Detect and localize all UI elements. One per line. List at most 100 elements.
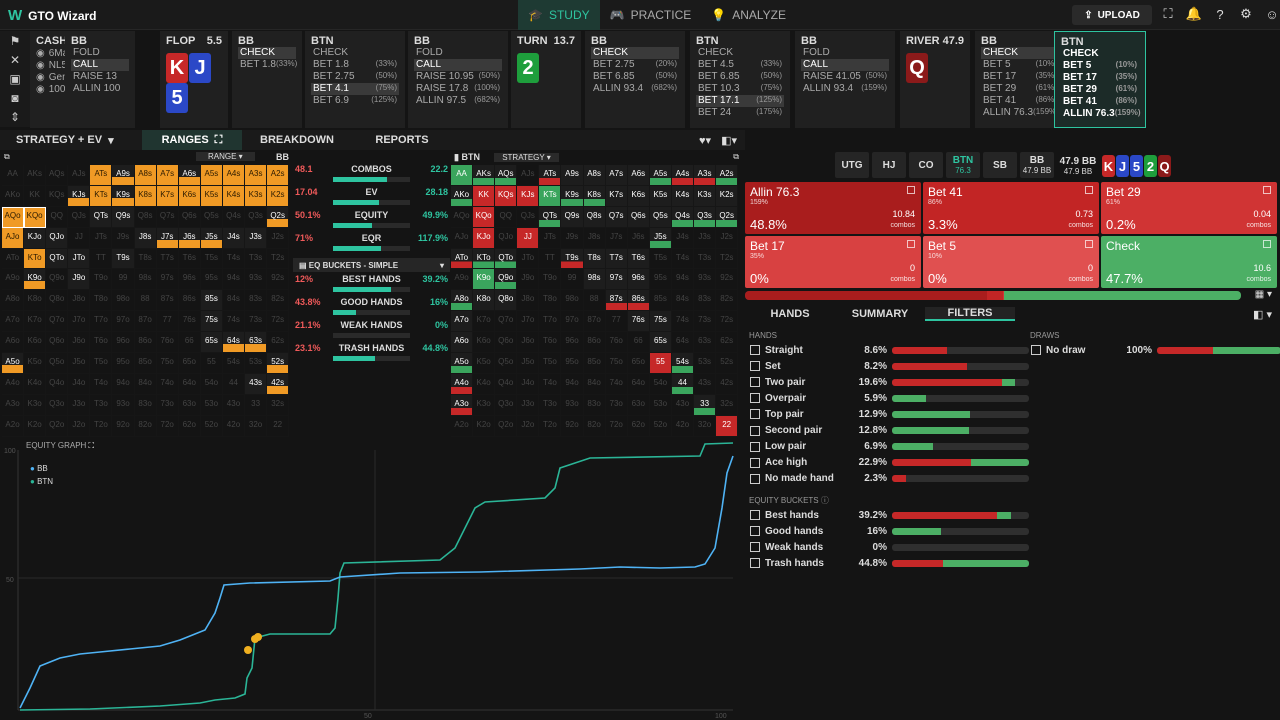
action-node[interactable]: BTN CHECK BET 5 (10%) BET 17 (35%) BET 29 (61%)… — [1054, 31, 1146, 128]
hand-cell[interactable]: Q3s — [694, 206, 717, 228]
checkbox[interactable] — [1031, 345, 1041, 355]
hand-cell[interactable]: T7o — [539, 311, 562, 333]
hand-cell[interactable]: 32s — [716, 394, 739, 416]
hand-cell[interactable]: K4o — [24, 373, 47, 395]
hand-cell[interactable]: 77 — [605, 311, 628, 333]
hand-cell[interactable]: J2s — [267, 227, 290, 249]
action-option[interactable]: BET 17 (35%) — [1061, 72, 1139, 84]
hand-cell[interactable]: 94s — [671, 269, 695, 291]
hand-cell[interactable]: K9o — [24, 269, 47, 291]
hand-cell[interactable]: QJo — [495, 227, 518, 249]
checkbox[interactable] — [750, 377, 760, 388]
hand-cell[interactable]: Q4o — [46, 373, 69, 395]
hand-cell[interactable]: J4o — [517, 373, 540, 395]
hand-cell[interactable]: 52o — [649, 415, 672, 437]
hand-cell[interactable]: 74o — [605, 373, 628, 395]
copy-icon[interactable] — [1085, 240, 1093, 248]
action-option[interactable]: BET 17 (35%) — [981, 71, 1059, 83]
hand-cell[interactable]: 53o — [649, 394, 672, 416]
hand-cell[interactable]: T6o — [90, 332, 113, 354]
hand-cell[interactable]: 93s — [694, 269, 717, 291]
hand-cell[interactable]: QQ — [46, 206, 69, 228]
hand-cell[interactable]: KTo — [473, 248, 496, 270]
hand-cell[interactable]: T2o — [90, 415, 113, 437]
action-card[interactable]: Bet 17 35% 0% 0 combos — [745, 236, 921, 288]
help-icon[interactable]: ? — [1216, 6, 1224, 22]
close-icon[interactable]: ✕ — [9, 52, 21, 67]
hand-cell[interactable]: K5o — [473, 353, 496, 374]
pos-hj[interactable]: HJ — [872, 152, 906, 178]
hand-cell[interactable]: 86o — [134, 332, 157, 354]
hand-cell[interactable]: 54o — [200, 373, 223, 395]
strategy-select[interactable]: STRATEGY ▾ — [494, 153, 559, 162]
action-option[interactable]: CALL — [801, 59, 889, 71]
hand-cell[interactable]: T6s — [178, 248, 201, 270]
hand-cell[interactable]: Q6o — [46, 332, 69, 354]
action-option[interactable]: ALLIN 97.5 (682%) — [414, 95, 502, 107]
hand-cell[interactable]: A5o — [451, 353, 474, 374]
hand-cell[interactable]: J8s — [583, 227, 606, 249]
checkbox[interactable] — [750, 558, 760, 569]
hand-cell[interactable]: 96s — [178, 269, 201, 291]
action-option[interactable]: BET 4.5 (33%) — [696, 59, 784, 71]
hand-cell[interactable]: 84o — [134, 373, 157, 395]
action-option[interactable]: BET 29 (61%) — [981, 83, 1059, 95]
hand-cell[interactable]: J3o — [68, 394, 91, 416]
user-icon[interactable]: ☺ — [1265, 6, 1279, 22]
hand-cell[interactable]: 42s — [716, 373, 739, 395]
hand-cell[interactable]: K9s — [561, 185, 584, 207]
action-option[interactable]: BET 2.75 (20%) — [591, 59, 679, 71]
hand-cell[interactable]: QJs — [517, 206, 540, 228]
action-option[interactable]: CHECK — [981, 47, 1059, 59]
hand-cell[interactable]: Q5o — [46, 353, 69, 374]
hand-cell[interactable]: A2s — [716, 165, 739, 186]
hand-cell[interactable]: 82s — [716, 290, 739, 312]
hand-cell[interactable]: J4s — [222, 227, 246, 249]
filter-row[interactable]: Second pair 12.8% — [750, 424, 1029, 438]
action-node[interactable]: BB FOLD CALL RAISE 41.05 (50%) ALLIN 93.4 (159… — [795, 31, 895, 128]
filter-row[interactable]: Low pair 6.9% — [750, 440, 1029, 454]
hand-cell[interactable]: K5o — [24, 353, 47, 374]
hand-cell[interactable]: T7s — [605, 248, 628, 270]
hand-cell[interactable]: A5s — [649, 165, 672, 186]
hand-cell[interactable]: T2s — [716, 248, 739, 270]
hand-cell[interactable]: 83o — [134, 394, 157, 416]
hand-cell[interactable]: Q8o — [495, 290, 518, 312]
action-option[interactable]: FOLD — [71, 47, 129, 59]
range-select[interactable]: RANGE ▾ — [196, 152, 255, 161]
hand-cell[interactable]: J3s — [245, 227, 268, 249]
action-node[interactable]: BTN CHECK BET 1.8 (33%) BET 2.75 (50%) BET 4.1… — [305, 31, 405, 128]
checkbox[interactable] — [750, 409, 760, 420]
hand-cell[interactable]: J8o — [68, 290, 91, 312]
hand-cell[interactable]: J7o — [68, 311, 91, 333]
hand-cell[interactable]: J9s — [112, 227, 135, 249]
hand-cell[interactable]: 84s — [671, 290, 695, 312]
hand-cell[interactable]: AQo — [451, 206, 474, 228]
action-node[interactable]: BTN CHECK BET 4.5 (33%) BET 6.85 (50%) BET 10.… — [690, 31, 790, 128]
action-option[interactable]: BET 29 (61%) — [1061, 84, 1139, 96]
action-option[interactable]: BET 5 (10%) — [981, 59, 1059, 71]
hand-cell[interactable]: 52o — [200, 415, 223, 437]
hand-cell[interactable]: T9o — [90, 269, 113, 291]
hand-cell[interactable]: K4s — [671, 185, 695, 207]
hand-cell[interactable]: Q8s — [134, 206, 157, 228]
action-card[interactable]: Bet 5 10% 0% 0 combos — [923, 236, 1099, 288]
action-option[interactable]: BET 41 (86%) — [981, 95, 1059, 107]
hand-cell[interactable]: 76s — [627, 311, 650, 333]
hand-cell[interactable]: T7o — [90, 311, 113, 333]
hand-cell[interactable]: 93o — [561, 394, 584, 416]
hand-cell[interactable]: T5o — [90, 353, 113, 374]
hand-cell[interactable]: 99 — [561, 269, 584, 291]
action-option[interactable]: CALL — [71, 59, 129, 71]
hand-cell[interactable]: 84o — [583, 373, 606, 395]
tab-strategy-ev[interactable]: STRATEGY + EV ▾ — [0, 130, 142, 150]
action-node[interactable]: RIVER 47.9 Q — [900, 31, 970, 128]
hand-cell[interactable]: A3o — [2, 394, 25, 416]
action-node[interactable]: BB CHECK BET 2.75 (20%) BET 6.85 (50%) ALLIN 9… — [585, 31, 685, 128]
action-node[interactable]: BB FOLD CALL RAISE 13 ALLIN 100 — [65, 31, 135, 128]
hand-cell[interactable]: JJ — [68, 227, 91, 249]
hand-cell[interactable]: QJs — [68, 206, 91, 228]
hand-cell[interactable]: Q9s — [112, 206, 135, 228]
hand-cell[interactable]: KQs — [495, 185, 518, 207]
hand-cell[interactable]: A4s — [671, 165, 695, 186]
